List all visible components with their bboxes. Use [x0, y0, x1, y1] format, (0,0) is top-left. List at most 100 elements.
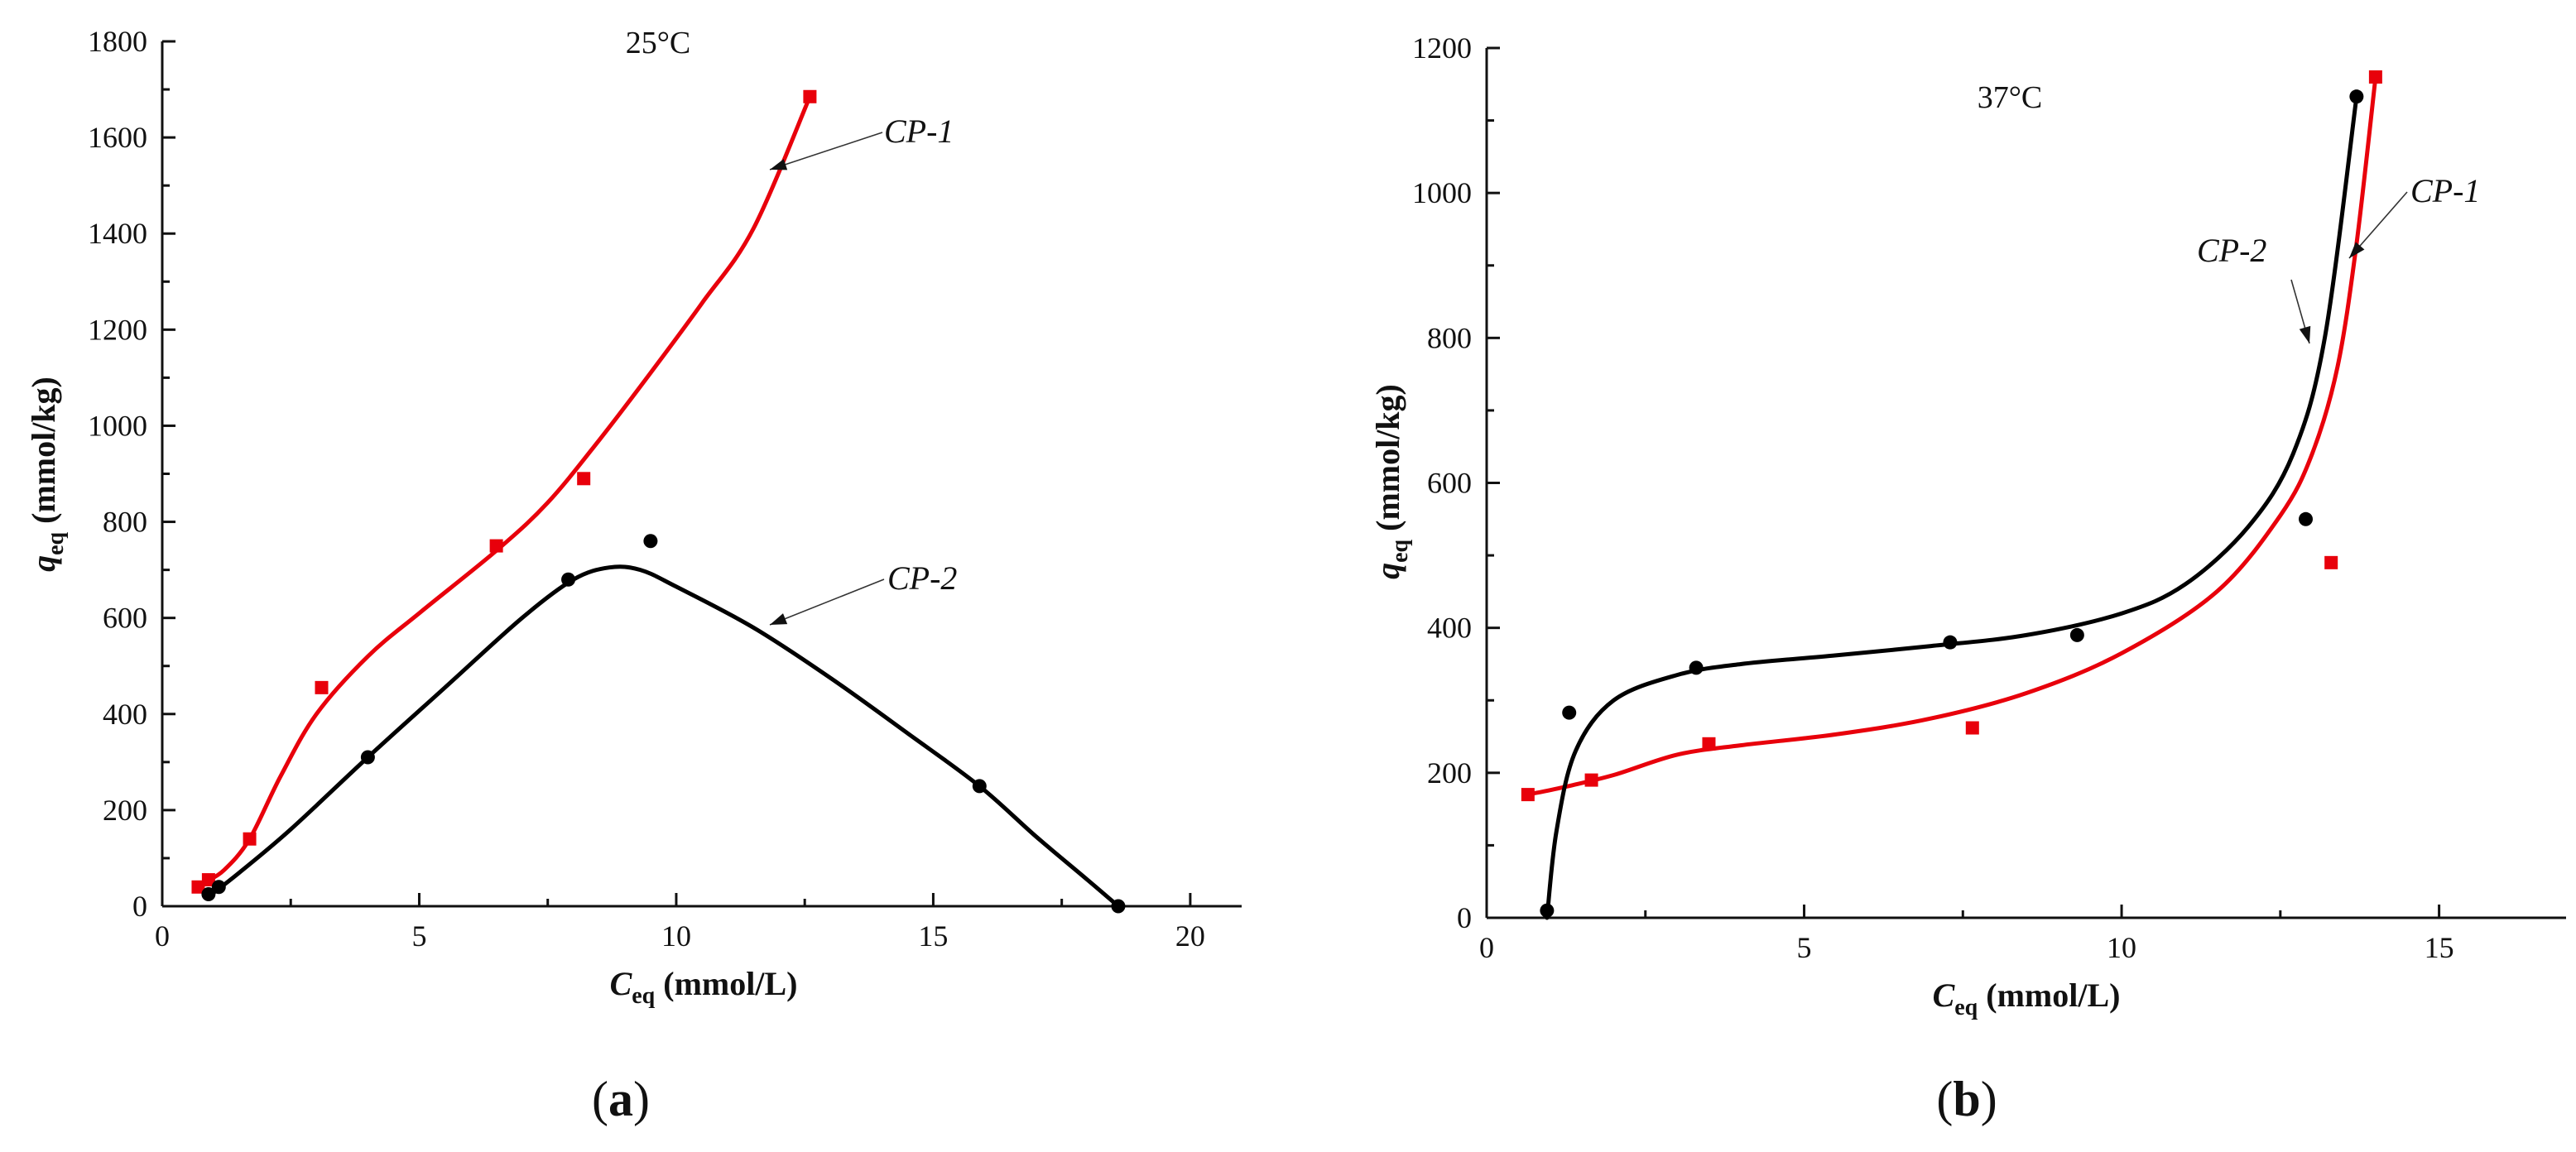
panel-b-cp2-annotation: CP-2: [2197, 232, 2266, 269]
panel-a-cp2-point: [1111, 899, 1126, 914]
panel-a-x-tick-label: 20: [1175, 919, 1205, 953]
chart-panel-a: 0 5 10 15 2002004006008001000120014001600180…: [25, 25, 1242, 1126]
panel-a-x-tick-label: 10: [661, 919, 691, 953]
panel-a-cp2-point: [201, 886, 216, 901]
panel-b-cp2-point: [1689, 660, 1704, 675]
panel-b-y-tick-label: 600: [1427, 467, 1472, 500]
panel-a-cp2-point: [360, 750, 375, 765]
panel-b-cp1-fit-line: [1526, 74, 2378, 797]
panel-b-cp2-point: [2069, 627, 2084, 642]
panel-b-y-tick-label: 0: [1457, 901, 1472, 934]
panel-b-y-tick-label: 200: [1427, 756, 1472, 790]
panel-a-x-axis-title: Ceq (mmol/L): [610, 965, 798, 1009]
panel-b-x-tick-label: 5: [1797, 931, 1812, 964]
panel-a-cp1-point: [201, 873, 215, 887]
panel-a-y-tick-label: 1600: [88, 121, 147, 154]
panel-a-cp2-point: [972, 779, 987, 794]
panel-a-x-axis-subscript: eq: [632, 983, 655, 1009]
panel-b-y-axis-subscript: eq: [1387, 539, 1413, 562]
chart-panel-b: 0 5 10 15 0 200 400 600 800 1000 1200 37°C CP-1 CP…: [1369, 31, 2566, 1126]
panel-b-cp2-point: [1562, 705, 1577, 720]
panel-b-y-axis-unit: (mmol/kg): [1369, 384, 1406, 531]
panel-a-cp1-annotation-leader: [769, 132, 883, 170]
panel-b-cp1-point: [1965, 721, 1979, 735]
panel-b-label: (b): [1936, 1072, 1997, 1126]
panel-a-cp2-annotation: CP-2: [887, 559, 957, 597]
panel-b-cp1-point: [2368, 70, 2382, 84]
panel-a-plot-layer: 0 5 10 15 2002004006008001000120014001600180…: [88, 25, 1242, 953]
panel-a-x-axis-spacer: [655, 965, 663, 1002]
panel-b-label-open: (: [1936, 1072, 1953, 1126]
panel-a-y-axis-subscript: eq: [43, 531, 69, 554]
panel-b-y-tick-label: 400: [1427, 612, 1472, 645]
panel-a-label-letter: a: [608, 1072, 633, 1126]
panel-a-x-axis-symbol: C: [610, 965, 633, 1002]
panel-b-cp2-point: [2299, 511, 2314, 526]
panel-a-cp2-annotation-leader: [769, 578, 885, 626]
panel-b-x-axis-spacer: [1978, 977, 1986, 1014]
panel-a-cp2-point: [211, 880, 226, 895]
panel-a-cp2-point: [561, 572, 576, 587]
panel-b-x-axis-title: Ceq (mmol/L): [1933, 977, 2121, 1020]
panel-a-cp1-point: [315, 680, 329, 694]
panel-b-cp1-point: [2324, 555, 2338, 569]
panel-b-cp1-point: [1702, 737, 1716, 751]
panel-a-cp1-point: [243, 832, 257, 846]
panel-b-y-tick-label: 800: [1427, 321, 1472, 354]
panel-b-label-letter: b: [1953, 1072, 1980, 1126]
panel-a-y-axis-title: qeq (mmol/kg): [25, 377, 69, 572]
panel-a-y-tick-label: 200: [103, 794, 147, 827]
panel-a-y-tick-label: 1800: [88, 25, 147, 58]
panel-a-cp1-point: [803, 89, 817, 103]
panel-a-label: (a): [592, 1072, 650, 1126]
panel-a-y-axis-symbol: q: [25, 555, 62, 572]
panel-a-y-tick-label: 400: [103, 698, 147, 731]
panel-a-cp1-point: [191, 880, 205, 894]
panel-a-y-tick-label: 1200: [88, 313, 147, 346]
panel-a-cp1-annotation-arrowhead: [770, 159, 788, 170]
panel-a-cp1-point: [489, 539, 503, 553]
panel-b-cp2-point: [1943, 635, 1958, 650]
panel-a-temperature-label: 25°C: [626, 26, 691, 60]
panel-b-x-axis-unit: (mmol/L): [1986, 977, 2120, 1014]
panel-a-y-tick-label: 0: [132, 890, 147, 923]
panel-a-y-tick-label: 600: [103, 602, 147, 635]
panel-a-y-tick-label: 1400: [88, 217, 147, 250]
panel-b-cp2-point: [1540, 903, 1555, 918]
panel-a-y-tick-label: 1000: [88, 409, 147, 442]
panel-b-x-axis-subscript: eq: [1954, 995, 1978, 1020]
panel-b-y-axis-symbol: q: [1369, 563, 1406, 579]
panel-a-cp1-point: [577, 472, 591, 486]
panel-b-y-tick-label: 1200: [1412, 31, 1472, 65]
panel-b-cp2-point: [2349, 89, 2364, 104]
panel-b-cp2-annotation-arrowhead: [2299, 325, 2311, 343]
panel-a-x-axis-unit: (mmol/L): [663, 965, 797, 1002]
panel-a-y-tick-label: 800: [103, 506, 147, 539]
panel-a-label-close: ): [633, 1072, 650, 1126]
panel-a-cp2-point: [643, 534, 658, 549]
panel-b-temperature-label: 37°C: [1978, 80, 2043, 115]
panel-b-cp1-point: [1584, 773, 1598, 787]
panel-a-y-axis-unit: (mmol/kg): [25, 377, 62, 524]
panel-b-x-tick-label: 10: [2107, 931, 2136, 964]
panel-b-x-tick-label: 15: [2425, 931, 2454, 964]
panel-b-label-close: ): [1981, 1072, 1997, 1126]
panel-a-x-tick-label: 0: [155, 919, 170, 953]
panel-b-cp1-point: [1521, 788, 1535, 802]
panel-a-label-open: (: [592, 1072, 608, 1126]
panel-a-cp2-annotation-arrowhead: [770, 613, 788, 625]
panel-a-y-axis-spacer: [25, 524, 62, 532]
panel-b-cp1-annotation-arrowhead: [2349, 242, 2365, 258]
panel-b-y-axis-title: qeq (mmol/kg): [1369, 384, 1413, 579]
panel-b-y-axis-spacer: [1369, 531, 1406, 540]
panel-b-y-tick-label: 1000: [1412, 176, 1472, 209]
panel-b-cp1-annotation: CP-1: [2410, 172, 2480, 209]
panel-a-cp2-fit-line: [206, 564, 1121, 909]
panel-a-cp1-annotation: CP-1: [884, 113, 954, 150]
panel-a-cp1-fit-line: [201, 94, 812, 886]
panel-b-plot-layer: 0 5 10 15 0 200 400 600 800 1000 1200: [1412, 31, 2566, 964]
panel-b-cp2-fit-line: [1545, 94, 2359, 920]
panel-a-x-tick-label: 5: [411, 919, 426, 953]
panel-b-x-tick-label: 0: [1479, 931, 1494, 964]
